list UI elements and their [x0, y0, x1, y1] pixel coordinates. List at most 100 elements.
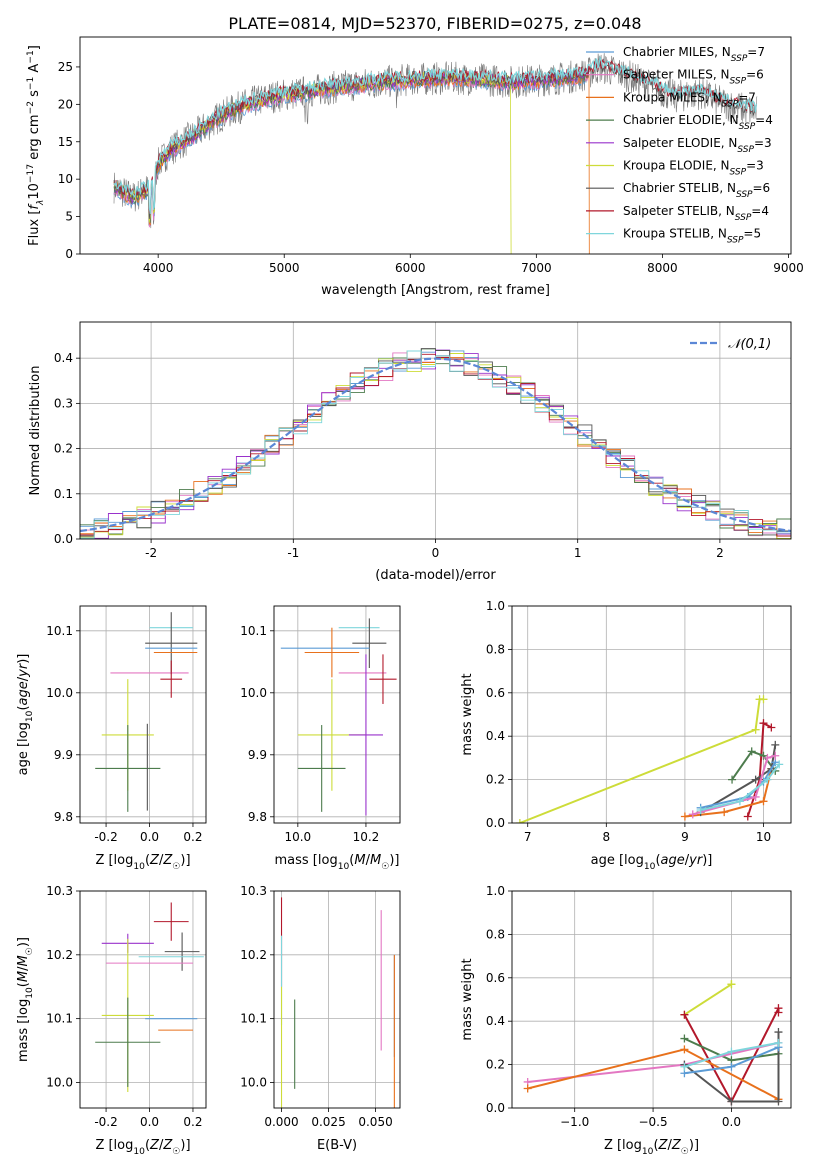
residuals-ytick-label: 0.0: [54, 532, 73, 546]
age_vs_Z-ylabel: age [log10(age/yr)]: [16, 654, 35, 776]
residuals-ytick-label: 0.4: [54, 351, 73, 365]
age_vs_mass-ytick-label: 9.8: [248, 810, 267, 824]
age_vs_Z-axes: -0.2 0.0 0.2 9.8 9.9 10.0 10.1 Z [log10(Z/Z☉)] a…: [16, 605, 207, 872]
weight_vs_Z-plot-area: [523, 980, 783, 1106]
age_vs_Z-xtick-label: 0.0: [140, 830, 159, 844]
mass_vs_ebv-xtick-label: 0.025: [311, 1115, 345, 1129]
weight_vs_Z-ytick-label: 0.8: [486, 927, 505, 941]
age_vs_Z-ytick-label: 10.0: [46, 686, 73, 700]
mass_vs_ebv-axes: 0.000 0.025 0.050 10.0 10.1 10.2 10.3 E(B-V): [240, 884, 401, 1153]
weight_vs_Z-marker-chabrier_stelib: [774, 1028, 783, 1037]
weight_vs_age-marker-kroupa_stelib: [735, 797, 744, 806]
spectrum-ylabel: Flux [fλ10−17 erg cm−2 s−1 A−1]: [26, 45, 46, 246]
age_vs_mass-point-salpeter_stelib: [369, 654, 397, 704]
mass_vs_ebv-xtick-label: 0.050: [358, 1115, 392, 1129]
weight_vs_Z-xtick-label: −1.0: [560, 1115, 589, 1129]
mass_vs_ebv-xtick-label: 0.000: [264, 1115, 298, 1129]
weight_vs_age-xtick-label: 8: [602, 830, 610, 844]
age_vs_Z-point-chabrier_elodie: [95, 725, 161, 812]
weight_vs_Z-xlabel: Z [log10(Z/Z☉)]: [604, 1138, 699, 1157]
legend-label-chabrier_miles: Chabrier MILES, NSSP=7: [623, 45, 765, 64]
spectrum-model-chabrier_elodie: [113, 68, 590, 223]
spectrum-xtick-label: 4000: [143, 261, 174, 275]
weight_vs_Z-marker-kroupa_stelib: [680, 1062, 689, 1071]
mass_vs_ebv-xlabel: E(B-V): [317, 1138, 357, 1153]
weight_vs_age-marker-salpeter_stelib: [767, 723, 776, 732]
spectrum-xtick-label: 9000: [773, 261, 804, 275]
mass_vs_ebv-plot-area: [280, 897, 395, 1108]
weight_vs_age-marker-salpeter_miles: [688, 810, 697, 819]
residual-hist-kroupa_stelib: [80, 350, 791, 539]
spectrum-model-salpeter_miles: [113, 70, 590, 228]
age_vs_mass-xlabel: mass [log10(M/M☉)]: [275, 853, 400, 872]
spectrum-ytick-label: 20: [58, 97, 73, 111]
weight_vs_age-marker-kroupa_miles: [720, 808, 729, 817]
age_vs_Z-xlabel: Z [log10(Z/Z☉)]: [95, 853, 190, 872]
spectrum-xlabel: wavelength [Angstrom, rest frame]: [321, 283, 550, 298]
weight_vs_age-marker-salpeter_miles: [751, 792, 760, 801]
weight_vs_age-marker-chabrier_elodie: [728, 775, 737, 784]
weight_vs_Z-marker-chabrier_stelib: [774, 1097, 783, 1106]
weight_vs_Z-ytick-label: 0.6: [486, 971, 505, 985]
age_vs_mass-frame: [273, 605, 401, 824]
spectrum-xtick-label: 6000: [395, 261, 426, 275]
residuals-axes: -2 -1 0 1 2 0.0 0.1 0.2 0.3 0.4 𝒩(0,1) (data-model)…: [28, 321, 792, 583]
weight_vs_Z-ytick-label: 0.2: [486, 1058, 505, 1072]
weight_vs_Z-axes: −1.0 −0.5 0.0 0.0 0.2 0.4 0.6 0.8 1.0 mass weight…: [460, 884, 792, 1157]
weight_vs_age-axes: 7 8 9 10 0.0 0.2 0.4 0.6 0.8 1.0 mass weight age [l…: [460, 599, 792, 872]
age_vs_mass-ytick-label: 9.9: [248, 748, 267, 762]
weight_vs_age-marker-salpeter_stelib: [759, 719, 768, 728]
mass_vs_Z-xtick-label: 0.2: [183, 1115, 202, 1129]
weight_vs_Z-marker-salpeter_stelib: [680, 1010, 689, 1019]
mass_vs_Z-xlabel: Z [log10(Z/Z☉)]: [95, 1138, 190, 1157]
weight_vs_Z-marker-salpeter_stelib: [774, 1008, 783, 1017]
weight_vs_age-marker-kroupa_stelib: [763, 775, 772, 784]
residuals-plot-area: [80, 348, 791, 539]
mass_vs_Z-point-chabrier_stelib: [164, 932, 200, 971]
weight_vs_Z-frame: [511, 890, 792, 1109]
age_vs_Z-xtick-label: -0.2: [94, 830, 117, 844]
age_vs_mass-point-kroupa_miles: [304, 627, 360, 678]
weight_vs_age-series-kroupa_miles: [684, 768, 773, 818]
age_vs_Z-xtick-label: 0.2: [183, 830, 202, 844]
age_vs_Z-ytick-label: 9.8: [54, 810, 73, 824]
weight_vs_age-ytick-label: 0.4: [486, 729, 505, 743]
spectrum-axes: 4000 5000 6000 7000 8000 9000 0 5 10 15 20 25 wavele…: [26, 36, 804, 298]
weight_vs_age-marker-kroupa_stelib: [775, 760, 784, 769]
residuals-ylabel: Normed distribution: [28, 366, 43, 496]
spectrum-legend: Chabrier MILES, NSSP=7 Salpeter MILES, NS…: [586, 45, 773, 246]
weight_vs_Z-marker-kroupa_miles: [523, 1084, 532, 1093]
spectrum-ytick-label: 0: [65, 247, 73, 261]
weight_vs_Z-ytick-label: 0.4: [486, 1014, 505, 1028]
age_vs_mass-point-chabrier_stelib: [352, 618, 387, 668]
weight_vs_age-xtick-label: 7: [524, 830, 532, 844]
legend-label-salpeter_elodie: Salpeter ELODIE, NSSP=3: [623, 136, 772, 155]
weight_vs_age-frame: [511, 605, 792, 824]
weight_vs_age-ytick-label: 0.2: [486, 773, 505, 787]
weight_vs_Z-marker-chabrier_stelib: [727, 1097, 736, 1106]
weight_vs_Z-marker-kroupa_miles: [680, 1045, 689, 1054]
weight_vs_age-marker-salpeter_miles: [763, 753, 772, 762]
residual-legend: 𝒩(0,1): [690, 337, 771, 352]
weight_vs_Z-series-chabrier_stelib: [683, 1032, 780, 1103]
mass_vs_Z-point-chabrier_elodie: [95, 997, 161, 1087]
legend-label-kroupa_miles: Kroupa MILES, NSSP=7: [623, 90, 756, 109]
mass_vs_Z-point-salpeter_stelib: [153, 902, 189, 941]
spectrum-ytick-label: 10: [58, 172, 73, 186]
residuals-xtick-label: -2: [145, 546, 157, 560]
spectrum-model-chabrier_miles: [113, 73, 590, 226]
legend-label-chabrier_stelib: Chabrier STELIB, NSSP=6: [623, 181, 770, 200]
age_vs_mass-xtick-label: 10.2: [353, 830, 380, 844]
mass_vs_Z-ylabel: mass [log10(M/M☉)]: [16, 937, 35, 1062]
spectrum-frame: [79, 36, 792, 255]
figure-title: PLATE=0814, MJD=52370, FIBERID=0275, z=0…: [228, 14, 641, 33]
weight_vs_Z-marker-kroupa_stelib: [774, 1038, 783, 1047]
weight_vs_Z-ylabel: mass weight: [460, 958, 475, 1040]
weight_vs_age-plot-area: [515, 695, 784, 823]
weight_vs_age-xlabel: age [log10(age/yr)]: [591, 853, 713, 872]
weight_vs_age-ytick-label: 0.0: [486, 816, 505, 830]
legend-label-salpeter_stelib: Salpeter STELIB, NSSP=4: [623, 204, 769, 223]
weight_vs_age-marker-kroupa_miles: [680, 812, 689, 821]
spectrum-model-salpeter_stelib: [113, 58, 757, 215]
mass_vs_Z-axes: -0.2 0.0 0.2 10.0 10.1 10.2 10.3 Z [log10(Z/Z☉)…: [16, 884, 207, 1157]
